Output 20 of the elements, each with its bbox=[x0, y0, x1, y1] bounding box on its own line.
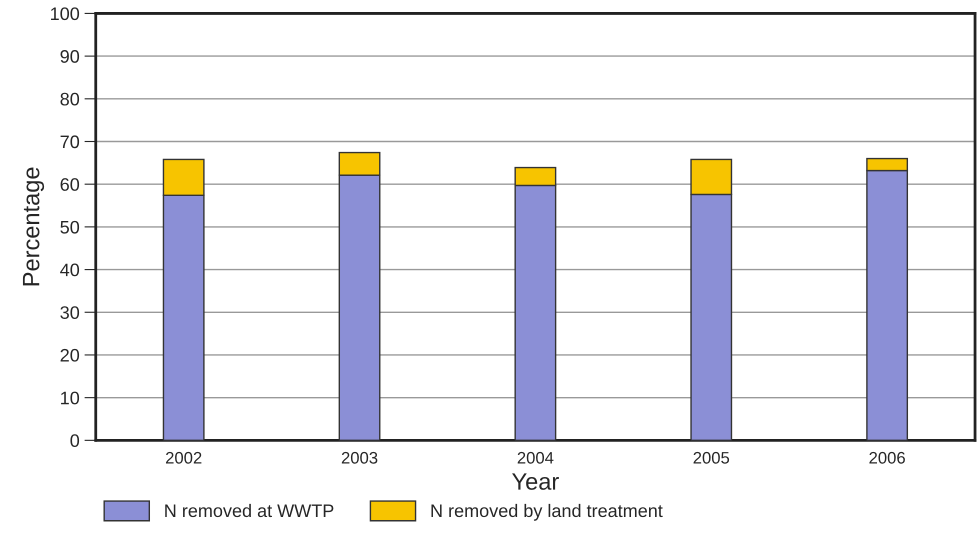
y-tick-label: 60 bbox=[60, 178, 80, 191]
x-tick-label: 2003 bbox=[342, 452, 378, 464]
legend-label: N removed by land treatment bbox=[431, 504, 663, 521]
y-tick-label: 80 bbox=[60, 92, 80, 106]
y-tick-label: 10 bbox=[61, 392, 80, 404]
x-axis-title: Year bbox=[512, 473, 559, 490]
x-tick-label: 2005 bbox=[694, 452, 730, 464]
y-tick-label: 20 bbox=[60, 348, 80, 362]
y-tick-label: 100 bbox=[51, 7, 80, 20]
y-tick-label: 90 bbox=[60, 50, 80, 63]
x-tick-label: 2004 bbox=[518, 452, 554, 464]
x-tick-label: 2002 bbox=[166, 452, 202, 464]
legend-label: N removed at WWTP bbox=[165, 504, 334, 518]
y-tick-label: 50 bbox=[60, 220, 80, 234]
y-tick-label: 30 bbox=[60, 306, 80, 319]
y-axis-title: Percentage bbox=[22, 168, 44, 286]
y-tick-label: 70 bbox=[60, 135, 80, 148]
y-tick-label: 0 bbox=[70, 434, 80, 448]
y-tick-label: 40 bbox=[60, 264, 80, 276]
x-tick-label: 2006 bbox=[869, 452, 905, 464]
